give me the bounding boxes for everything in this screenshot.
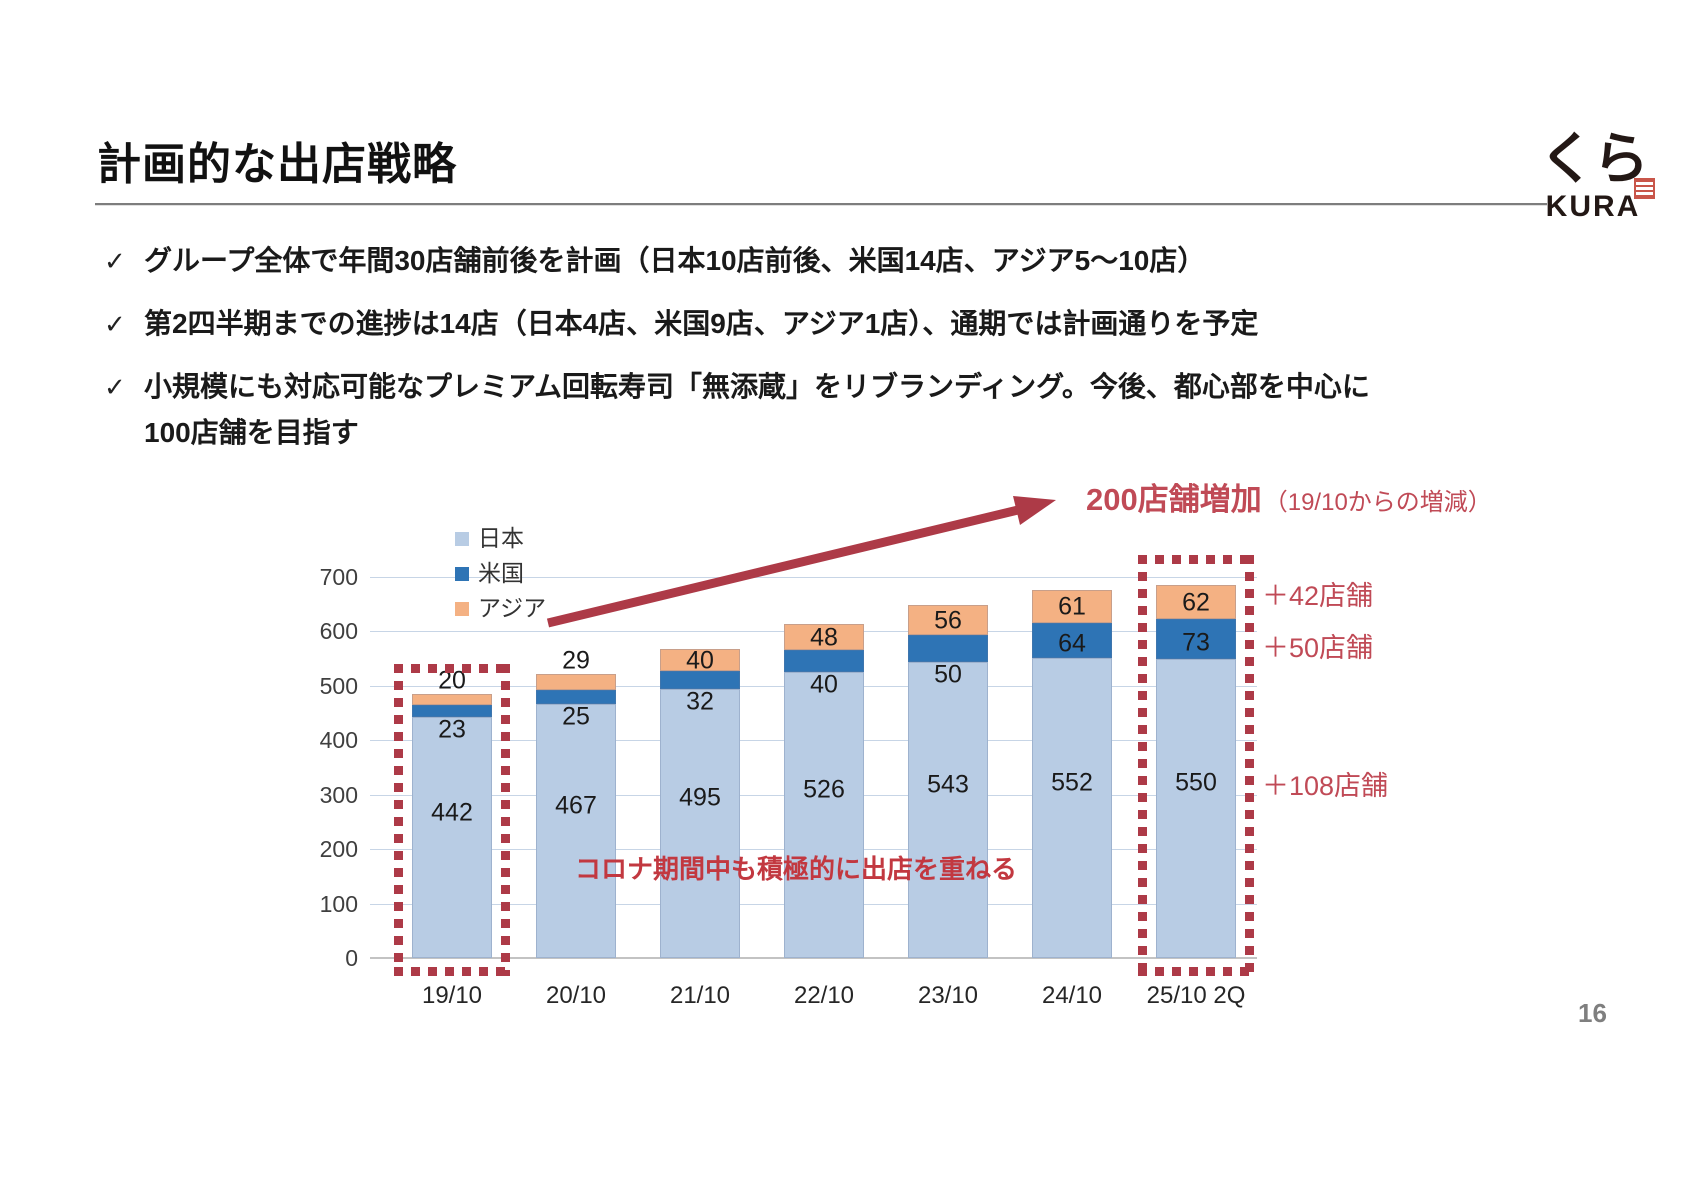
bar-segment-日本 [536, 703, 616, 958]
highlight-frame-top [394, 664, 510, 674]
bar-segment-米国 [536, 690, 616, 704]
y-axis-tick-label: 200 [319, 836, 358, 863]
bullet-text: グループ全体で年間30店舗前後を計画（日本10店前後、米国14店、アジア5～10… [144, 245, 1206, 276]
bar-segment-日本 [660, 688, 740, 958]
bar-segment-米国 [1156, 618, 1236, 659]
x-axis-tick-label: 23/10 [917, 982, 979, 1009]
check-icon: ✓ [104, 246, 126, 276]
data-label: 550 [1175, 768, 1217, 797]
data-label: 40 [810, 670, 838, 699]
legend-item-アジア: アジア [455, 597, 546, 620]
x-axis-tick-label: 25/10 2Q [1146, 982, 1246, 1009]
y-axis-tick-label: 100 [319, 890, 358, 917]
y-axis-tick-label: 500 [319, 672, 358, 699]
bar-segment-日本 [1032, 657, 1112, 958]
data-label: 62 [1182, 588, 1210, 617]
kura-logo-latin: KURA [1545, 190, 1641, 223]
data-label: 543 [927, 770, 969, 799]
bullet-text: 小規模にも対応可能なプレミアム回転寿司「無添蔵」をリブランディング。今後、都心部… [144, 371, 1370, 448]
bullet-list: ✓ グループ全体で年間30店舗前後を計画（日本10店前後、米国14店、アジア5～… [104, 238, 1504, 473]
bar-segment-日本 [412, 717, 492, 958]
page-title: 計画的な出店戦略 [97, 140, 457, 189]
data-label: 552 [1051, 768, 1093, 797]
legend-swatch-icon [455, 531, 469, 546]
data-label: 73 [1182, 628, 1210, 657]
y-axis-tick-label: 0 [345, 945, 358, 971]
bar-segment-米国 [412, 704, 492, 718]
highlight-frame-bottom [1138, 967, 1254, 976]
bar-segment-日本 [908, 662, 988, 958]
bullet-item: ✓ 小規模にも対応可能なプレミアム回転寿司「無添蔵」をリブランディング。今後、都… [104, 364, 1504, 456]
japan-delta-label: ＋108店舗 [1262, 771, 1389, 801]
y-axis-tick-label: 600 [319, 618, 358, 645]
bar-segment-米国 [908, 635, 988, 663]
growth-headline-note: （19/10からの増減） [1263, 489, 1492, 516]
growth-headline: 200店舗増加 （19/10からの増減） [1086, 474, 1492, 519]
legend-label: 日本 [478, 525, 524, 551]
bullet-text: 第2四半期までの進捗は14店（日本4店、米国9店、アジア1店）、通期では計画通り… [144, 308, 1259, 339]
highlight-frame-right [1245, 555, 1254, 976]
bar-segment-アジア [1032, 589, 1112, 623]
bar-segment-アジア [536, 674, 616, 691]
bullet-item: ✓ グループ全体で年間30店舗前後を計画（日本10店前後、米国14店、アジア5～… [104, 238, 1504, 284]
kura-logo: くら KURA [1527, 130, 1659, 224]
data-label: 61 [1058, 592, 1086, 621]
bar-segment-アジア [660, 649, 740, 672]
bar-segment-日本 [1156, 658, 1236, 958]
x-axis-tick-label: 24/10 [1041, 982, 1103, 1009]
bar-segment-米国 [784, 649, 864, 672]
x-axis-line [370, 957, 1257, 959]
highlight-frame-right [501, 664, 510, 976]
data-label: 29 [562, 646, 590, 675]
x-axis-tick-label: 21/10 [669, 982, 731, 1009]
growth-headline-text: 200店舗増加 [1086, 482, 1262, 517]
legend-label: 米国 [478, 560, 524, 586]
data-label: 526 [803, 775, 845, 804]
bar-segment-米国 [660, 671, 740, 689]
y-axis-tick-label: 400 [319, 727, 358, 754]
highlight-frame-left [1138, 555, 1147, 976]
asia-delta-label: ＋42店舗 [1262, 581, 1374, 611]
us-delta-label: ＋50店舗 [1262, 633, 1374, 663]
bullet-item: ✓ 第2四半期までの進捗は14店（日本4店、米国9店、アジア1店）、通期では計画… [104, 301, 1504, 347]
bar-segment-アジア [412, 694, 492, 705]
bar-segment-米国 [1032, 622, 1112, 658]
title-divider [95, 203, 1547, 206]
highlight-frame-left [394, 664, 403, 976]
y-axis-tick-label: 300 [319, 781, 358, 808]
data-label: 32 [686, 687, 714, 716]
highlight-frame-bottom [394, 967, 510, 976]
data-label: 25 [562, 702, 590, 731]
bar-segment-アジア [1156, 585, 1236, 619]
highlight-frame-top [1138, 555, 1254, 565]
x-axis-tick-label: 22/10 [793, 982, 855, 1009]
bar-segment-日本 [784, 671, 864, 958]
y-axis-tick-label: 700 [319, 564, 358, 590]
legend-item-日本: 日本 [455, 527, 524, 550]
data-label: 23 [438, 715, 466, 744]
x-axis-tick-label: 20/10 [545, 982, 607, 1009]
data-label: 442 [431, 798, 473, 827]
check-icon: ✓ [104, 309, 126, 339]
kura-logo-kana: くら [1539, 127, 1649, 190]
kura-seal-icon [1634, 178, 1655, 199]
data-label: 64 [1058, 629, 1086, 658]
x-axis-tick-label: 19/10 [421, 982, 483, 1009]
legend-swatch-icon [455, 601, 469, 616]
data-label: 48 [810, 623, 838, 652]
data-label: 50 [934, 660, 962, 689]
data-label: 495 [679, 783, 721, 812]
data-label: 467 [555, 791, 597, 820]
legend-item-米国: 米国 [455, 562, 524, 585]
legend-label: アジア [478, 595, 547, 621]
data-label: 40 [686, 646, 714, 675]
covid-note: コロナ期間中も積極的に出店を重ねる [575, 854, 1018, 884]
legend-swatch-icon [455, 566, 469, 581]
check-icon: ✓ [104, 372, 126, 402]
data-label: 56 [934, 606, 962, 635]
page-number: 16 [1578, 998, 1607, 1028]
